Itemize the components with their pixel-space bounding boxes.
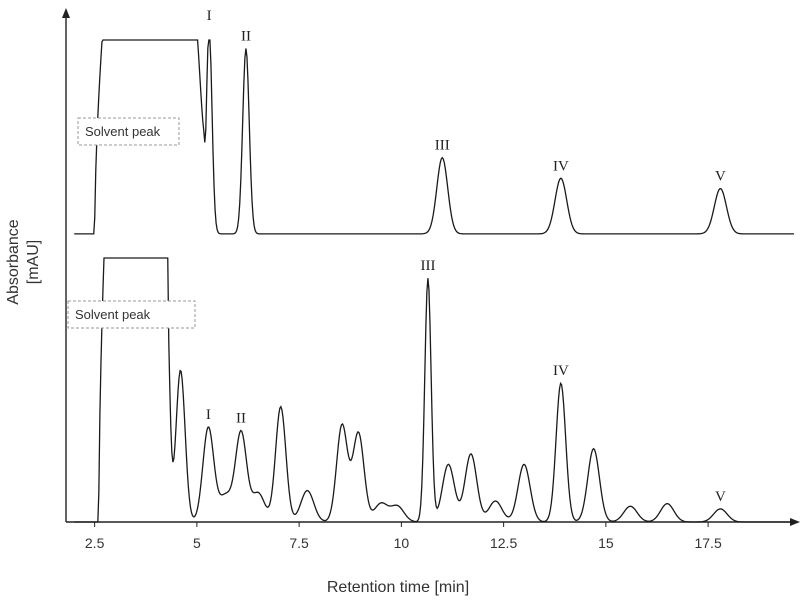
y-axis-title: Absorbance [mAU] bbox=[5, 219, 42, 304]
x-axis-arrow bbox=[790, 518, 800, 526]
x-tick-label: 7.5 bbox=[289, 535, 309, 551]
x-tick-label: 2.5 bbox=[85, 535, 105, 551]
annotation-box bbox=[67, 300, 196, 329]
y-axis-title-line2: [mAU] bbox=[25, 240, 42, 284]
solvent-peak-annotation-top: Solvent peak bbox=[77, 117, 180, 146]
peak-label: III bbox=[435, 138, 450, 154]
peak-label: I bbox=[206, 407, 211, 423]
trace-line bbox=[74, 39, 794, 235]
x-tick-label: 15 bbox=[598, 535, 614, 551]
peak-label: IV bbox=[553, 158, 569, 174]
axes bbox=[62, 8, 800, 526]
y-axis-arrow bbox=[62, 8, 70, 18]
x-tick-label: 17.5 bbox=[694, 535, 721, 551]
peak-label: II bbox=[236, 410, 246, 426]
solvent-peak-annotation-bottom: Solvent peak bbox=[67, 300, 196, 329]
x-tick-label: 12.5 bbox=[490, 535, 517, 551]
x-tick-label: 10 bbox=[394, 535, 410, 551]
annotation-text: Solvent peak bbox=[85, 124, 161, 139]
x-ticks: 2.5 5 7.5 10 12.5 15 17.5 bbox=[85, 522, 722, 551]
annotation-box bbox=[77, 117, 180, 146]
annotations: Solvent peak Solvent peak bbox=[67, 117, 196, 329]
y-axis-title-line1: Absorbance bbox=[5, 219, 22, 304]
peak-label: V bbox=[715, 489, 726, 505]
peak-label: I bbox=[207, 8, 212, 24]
peak-label: V bbox=[715, 169, 726, 185]
traces bbox=[74, 39, 794, 523]
peak-label: IV bbox=[553, 363, 569, 379]
x-tick-label: 5 bbox=[193, 535, 201, 551]
x-axis-title: Retention time [min] bbox=[327, 579, 469, 596]
peak-label: II bbox=[241, 28, 251, 44]
annotation-text: Solvent peak bbox=[75, 307, 151, 322]
peak-label: III bbox=[420, 258, 435, 274]
trace-line bbox=[74, 257, 794, 523]
